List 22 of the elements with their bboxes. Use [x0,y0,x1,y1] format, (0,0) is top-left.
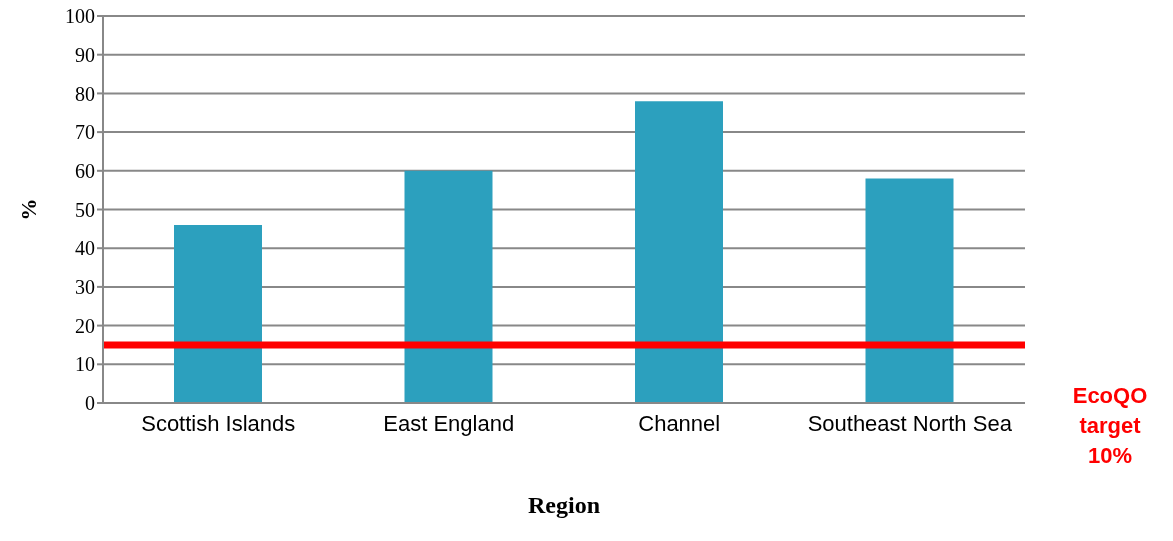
bar [865,178,954,403]
bar [404,170,493,403]
y-tick-label: 30 [75,276,95,298]
x-tick-label: Scottish Islands [141,411,296,436]
bar [635,101,723,403]
bar [174,224,262,403]
y-tick-label: 70 [75,121,95,144]
x-tick-label: Southeast North Sea [807,411,1013,436]
y-tick-label: 20 [75,314,95,337]
x-tick-label: Channel [638,411,721,436]
y-tick-label: 60 [75,159,95,182]
ref-line-label: EcoQO target 10% [1072,382,1148,468]
y-tick-label: 40 [75,237,95,260]
y-tick-label: 90 [75,43,95,66]
y-tick-label: 80 [75,82,95,105]
x-tick-label: East England [383,411,515,436]
y-tick-label: 0 [85,392,95,415]
y-tick-label: 50 [75,198,95,221]
y-tick-label: 10 [75,353,95,376]
x-axis-title: Region [528,492,600,518]
y-axis-title: % [15,198,41,221]
y-tick-label: 100 [65,5,95,28]
